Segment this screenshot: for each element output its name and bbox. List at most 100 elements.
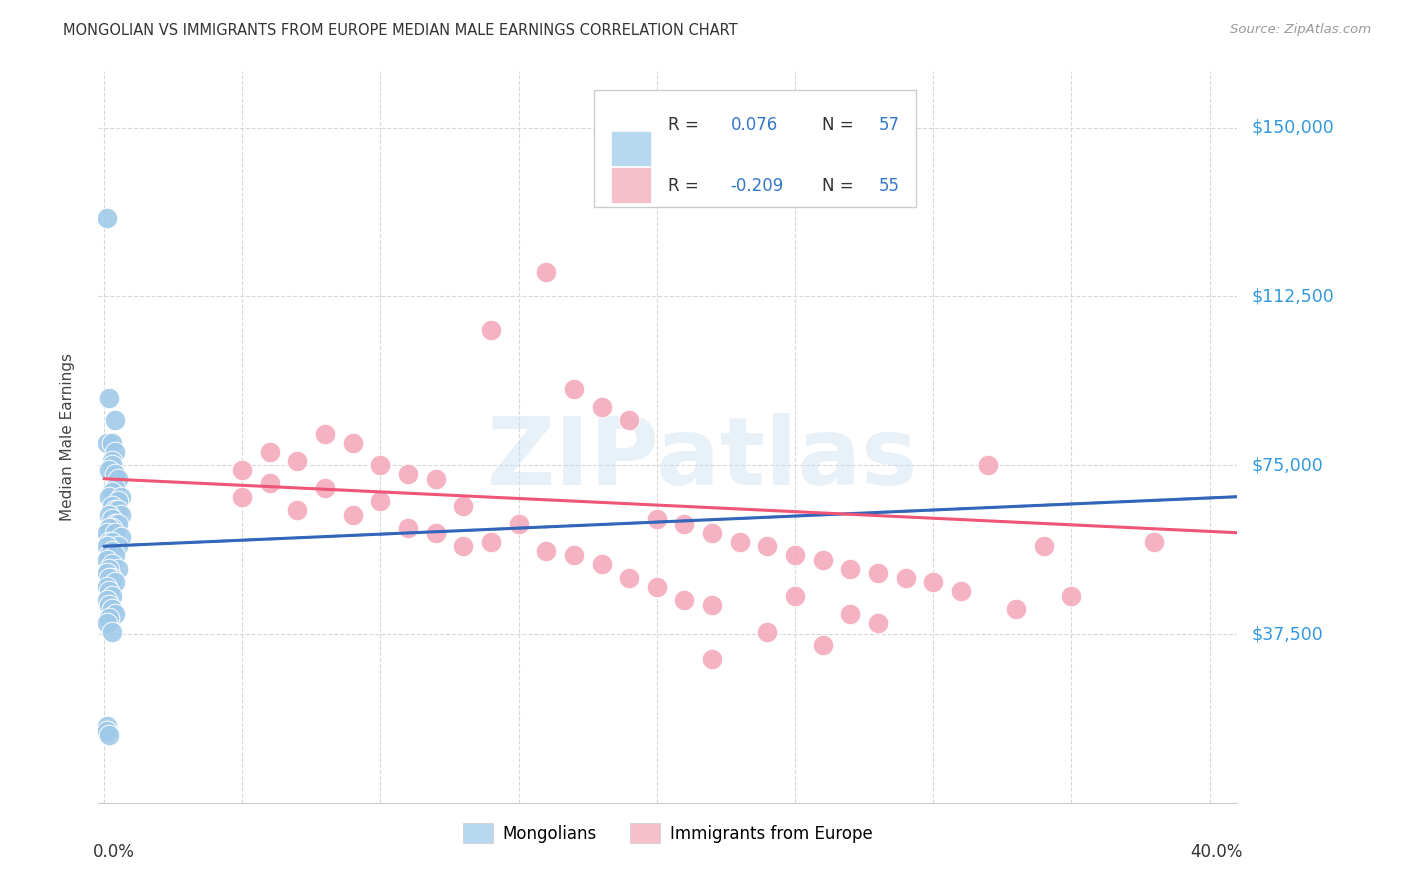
Point — [110, 490, 132, 504]
Point — [98, 391, 121, 405]
Point — [673, 593, 696, 607]
Point — [96, 553, 118, 567]
Point — [1143, 534, 1166, 549]
Point — [396, 467, 419, 482]
Point — [101, 499, 124, 513]
Point — [534, 543, 557, 558]
Point — [101, 558, 124, 572]
Point — [370, 494, 392, 508]
Point — [98, 548, 121, 562]
Point — [839, 607, 862, 621]
Point — [287, 453, 309, 467]
Point — [110, 530, 132, 544]
Text: 40.0%: 40.0% — [1191, 843, 1243, 861]
Point — [894, 571, 917, 585]
Point — [107, 539, 129, 553]
Point — [98, 508, 121, 522]
Point — [96, 566, 118, 581]
Point — [104, 607, 127, 621]
Point — [107, 562, 129, 576]
Point — [104, 548, 127, 562]
Point — [508, 516, 530, 531]
Text: Source: ZipAtlas.com: Source: ZipAtlas.com — [1230, 23, 1371, 37]
Point — [104, 525, 127, 540]
Point — [98, 571, 121, 585]
Point — [96, 580, 118, 594]
Y-axis label: Median Male Earnings: Median Male Earnings — [60, 353, 75, 521]
Point — [866, 615, 889, 630]
Point — [101, 453, 124, 467]
Point — [101, 521, 124, 535]
Point — [396, 521, 419, 535]
Point — [101, 458, 124, 473]
Text: MONGOLIAN VS IMMIGRANTS FROM EUROPE MEDIAN MALE EARNINGS CORRELATION CHART: MONGOLIAN VS IMMIGRANTS FROM EUROPE MEDI… — [63, 23, 738, 38]
Point — [259, 444, 281, 458]
Point — [104, 444, 127, 458]
Point — [101, 534, 124, 549]
Point — [101, 602, 124, 616]
Point — [1032, 539, 1054, 553]
Point — [783, 589, 806, 603]
Point — [104, 413, 127, 427]
Point — [101, 589, 124, 603]
Text: $75,000: $75,000 — [1251, 456, 1323, 475]
Point — [591, 558, 613, 572]
Point — [673, 516, 696, 531]
Point — [98, 463, 121, 477]
Text: $112,500: $112,500 — [1251, 287, 1334, 305]
Point — [96, 615, 118, 630]
Point — [101, 571, 124, 585]
Point — [617, 413, 640, 427]
Point — [98, 521, 121, 535]
Point — [110, 508, 132, 522]
Point — [645, 512, 668, 526]
Text: 0.0%: 0.0% — [93, 843, 135, 861]
Text: $37,500: $37,500 — [1251, 625, 1323, 643]
FancyBboxPatch shape — [593, 90, 917, 207]
Point — [98, 490, 121, 504]
Point — [98, 728, 121, 742]
Point — [96, 211, 118, 225]
Point — [839, 562, 862, 576]
Point — [107, 503, 129, 517]
Text: ZIPatlas: ZIPatlas — [486, 413, 918, 505]
Point — [370, 458, 392, 473]
Point — [101, 512, 124, 526]
Point — [107, 494, 129, 508]
Point — [101, 485, 124, 500]
Point — [342, 508, 364, 522]
Point — [617, 571, 640, 585]
Point — [479, 323, 502, 337]
Point — [811, 553, 834, 567]
Text: 57: 57 — [879, 116, 900, 134]
Point — [98, 534, 121, 549]
Point — [96, 539, 118, 553]
Text: $150,000: $150,000 — [1251, 119, 1334, 136]
Point — [98, 562, 121, 576]
Point — [756, 624, 779, 639]
Point — [479, 534, 502, 549]
Point — [453, 499, 475, 513]
Point — [101, 435, 124, 450]
Point — [562, 548, 585, 562]
Point — [977, 458, 1000, 473]
Point — [314, 426, 336, 441]
Point — [922, 575, 945, 590]
Point — [231, 463, 253, 477]
Point — [96, 723, 118, 738]
Point — [453, 539, 475, 553]
Point — [98, 584, 121, 599]
Point — [104, 481, 127, 495]
Text: 55: 55 — [879, 178, 900, 195]
Point — [591, 400, 613, 414]
Point — [783, 548, 806, 562]
Point — [645, 580, 668, 594]
Point — [756, 539, 779, 553]
Point — [728, 534, 751, 549]
Point — [107, 472, 129, 486]
Point — [866, 566, 889, 581]
FancyBboxPatch shape — [612, 130, 651, 167]
Text: N =: N = — [821, 116, 853, 134]
Point — [96, 525, 118, 540]
Text: 0.076: 0.076 — [731, 116, 778, 134]
